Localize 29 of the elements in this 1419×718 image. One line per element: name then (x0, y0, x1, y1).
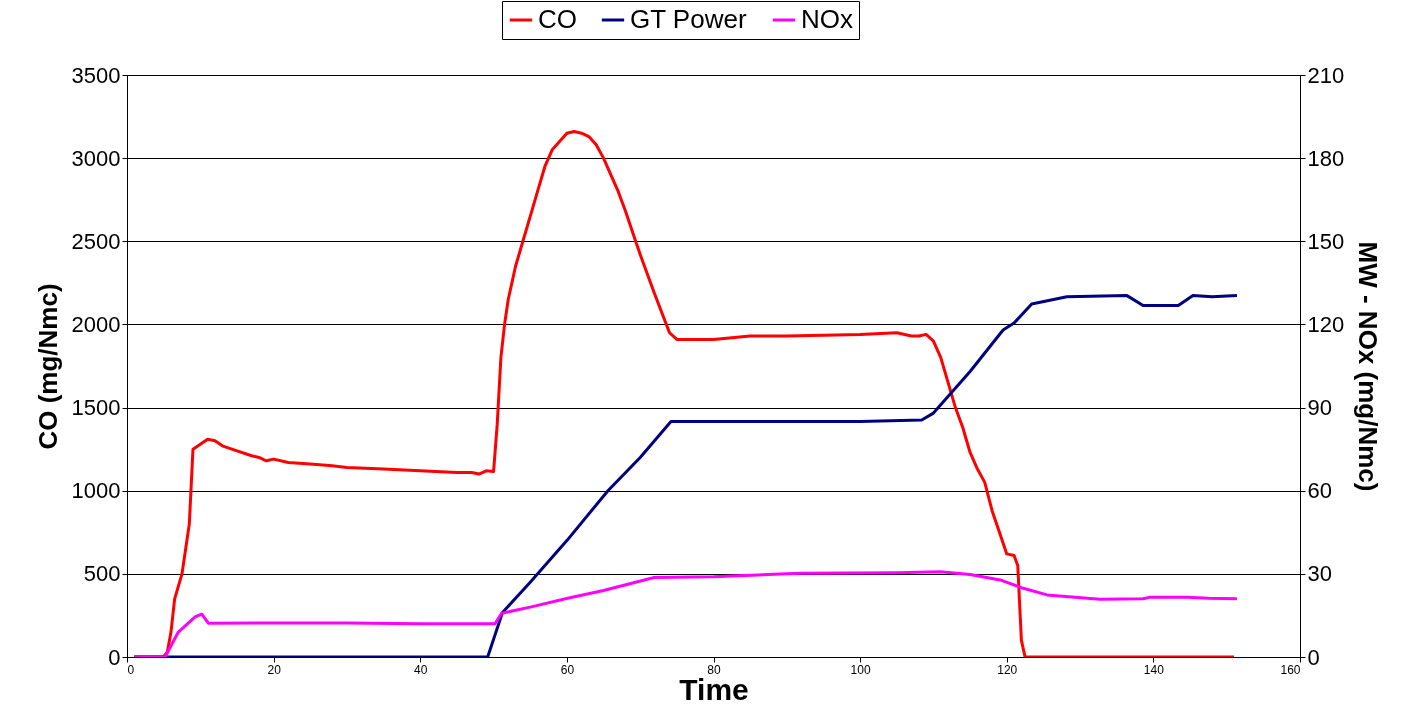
y-tick-label: 1000 (71, 478, 121, 504)
y2-tick-label: 30 (1307, 561, 1332, 587)
y2-tick-label: 120 (1307, 311, 1345, 337)
y2-tick-label: 150 (1307, 228, 1345, 254)
legend-label: GT Power (630, 4, 747, 34)
legend-label: NOx (801, 4, 853, 34)
y-tick-label: 2000 (71, 311, 121, 337)
y-tick-label: 1500 (71, 395, 121, 421)
y-tick-label: 3500 (71, 62, 121, 88)
x-tick-label: 0 (127, 662, 135, 677)
y2-axis-title: MW - NOx (mg/Nmc) (1353, 241, 1384, 492)
x-tick-label: 80 (707, 662, 721, 677)
x-tick-label: 20 (267, 662, 282, 677)
x-tick-label: 140 (1143, 662, 1165, 677)
x-tick-label: 160 (1280, 662, 1301, 677)
y2-tick-label: 180 (1307, 145, 1345, 171)
legend-label: CO (538, 4, 577, 34)
line-series (132, 570, 1239, 657)
y-axis-title: CO (mg/Nmc) (32, 283, 63, 450)
y2-tick-label: 210 (1307, 62, 1345, 88)
x-tick-label: 100 (850, 662, 871, 677)
y-tick-label: 500 (83, 561, 121, 587)
y2-tick-label: 60 (1307, 478, 1332, 504)
x-tick-label: 40 (414, 662, 428, 677)
x-tick-label: 120 (997, 662, 1018, 677)
y2-tick-label: 90 (1307, 395, 1332, 421)
y-tick-label: 3000 (71, 145, 121, 171)
y-tick-label: 2500 (71, 228, 121, 254)
x-tick-label: 60 (560, 662, 575, 677)
